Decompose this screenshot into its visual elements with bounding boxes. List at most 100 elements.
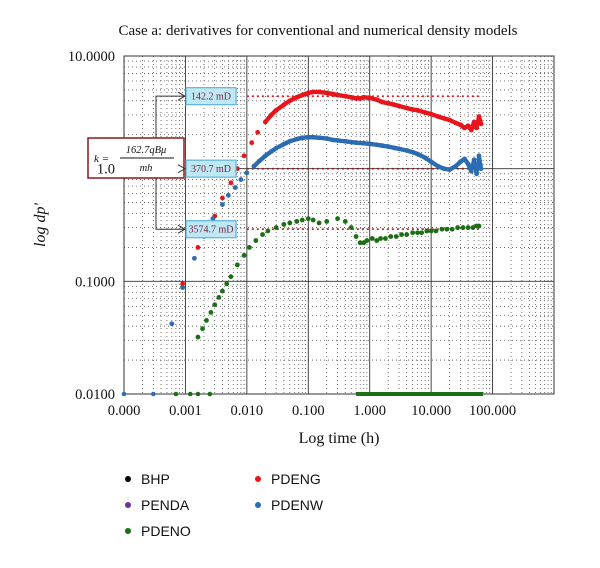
axis-data-point xyxy=(151,391,156,397)
data-point-pdeno xyxy=(455,225,461,230)
data-point-pdeno xyxy=(476,223,482,229)
data-point-pdeno xyxy=(253,238,259,243)
data-point-pdeno xyxy=(287,220,293,226)
bracket-top xyxy=(155,95,184,138)
legend-label-pdeno: PDENO xyxy=(141,523,191,539)
data-point-pdenw xyxy=(225,192,231,198)
arrow-head xyxy=(177,164,187,174)
legend-label-pdenw: PDENW xyxy=(271,497,324,513)
legend-marker-pdeno xyxy=(125,528,131,534)
data-point-pdeno xyxy=(220,288,225,294)
data-point-pdeno xyxy=(335,216,340,222)
data-point-pdeno xyxy=(369,236,375,241)
data-point-pdeno xyxy=(388,234,394,239)
data-point-pdenw xyxy=(220,202,225,207)
y-tick-label: 0.0100 xyxy=(75,387,115,403)
data-point-pdeno xyxy=(357,240,363,246)
formula-numerator: 162.7qBμ xyxy=(126,145,167,156)
annotation-label: 370.7 mD xyxy=(191,164,231,175)
axis-data-point xyxy=(187,391,193,397)
data-point-pdeng xyxy=(220,195,225,201)
x-tick-label: 1.000 xyxy=(353,403,386,419)
x-tick-label: 100.000 xyxy=(469,403,516,419)
axis-data-point xyxy=(207,391,213,397)
arrow-head xyxy=(177,224,187,234)
data-point-pdeno xyxy=(316,220,322,226)
data-point-pdeno xyxy=(444,226,450,232)
chart-title: Case a: derivatives for conventional and… xyxy=(118,23,517,39)
x-axis-label: Log time (h) xyxy=(299,430,380,447)
legend-label-penda: PENDA xyxy=(141,497,190,513)
data-point-pdeno xyxy=(265,228,271,234)
y-axis-label: log dp' xyxy=(32,202,49,246)
data-point-pdeng xyxy=(195,245,201,250)
y-tick-label: 10.0000 xyxy=(68,49,115,65)
legend-label-pdeng: PDENG xyxy=(271,471,321,487)
data-point-pdeno xyxy=(234,262,240,268)
data-point-pdeno xyxy=(241,252,247,258)
annotation-label: 3574.7 mD xyxy=(189,225,234,236)
data-point-pdeno xyxy=(342,219,348,224)
formula-denominator: mh xyxy=(140,163,153,174)
data-point-pdeno xyxy=(212,302,218,308)
data-point-pdeno xyxy=(374,238,380,243)
minor-grid xyxy=(124,56,554,394)
bracket-bottom xyxy=(155,178,184,230)
data-point-pdenw xyxy=(478,163,483,169)
data-point-pdeno xyxy=(399,232,404,237)
data-point-pdeno xyxy=(439,226,445,232)
y-tick-labels: 0.0100 0.1000 1.0 10.0000 xyxy=(68,49,115,403)
data-point-pdenw xyxy=(244,170,250,176)
data-point-pdeno xyxy=(195,334,201,340)
data-point-pdeno xyxy=(348,225,354,230)
legend-marker-pdenw xyxy=(255,502,261,508)
legend-marker-bhp xyxy=(125,476,131,482)
arrow-head xyxy=(177,91,187,101)
x-tick-labels: 0.000 0.001 0.010 0.100 1.000 10.000 100.000 xyxy=(108,403,516,419)
data-point-pdeng xyxy=(180,281,186,287)
data-point-pdenw xyxy=(210,216,216,222)
data-point-pdeno xyxy=(260,232,265,237)
data-point-pdeno xyxy=(410,230,416,236)
data-point-pdeng xyxy=(241,153,247,159)
axis-data-band xyxy=(356,392,484,396)
data-point-pdeno xyxy=(305,216,311,222)
data-point-pdeno xyxy=(433,228,439,234)
data-point-pdeno xyxy=(281,222,287,227)
formula-lhs: k = xyxy=(94,153,109,165)
data-point-pdeno xyxy=(393,234,399,239)
legend-marker-pdeng xyxy=(255,476,261,482)
data-point-pdenw xyxy=(192,255,197,261)
x-tick-label: 0.100 xyxy=(292,403,325,419)
data-point-pdeng xyxy=(478,120,483,125)
data-point-pdenw xyxy=(238,177,244,182)
x-tick-label: 0.010 xyxy=(231,403,264,419)
annotation-boxes: 142.2 mD 370.7 mD 3574.7 mD xyxy=(185,87,237,239)
axis-data-point xyxy=(121,391,127,397)
x-tick-label: 0.000 xyxy=(108,403,141,419)
y-tick-label: 1.0 xyxy=(97,162,115,178)
data-point-pdeno xyxy=(324,219,330,224)
data-point-pdeno xyxy=(460,225,466,230)
data-point-pdenw xyxy=(474,168,480,173)
y-tick-label: 0.1000 xyxy=(75,274,115,290)
data-point-pdeno xyxy=(208,309,214,315)
data-point-pdeno xyxy=(246,245,252,250)
formula-box: k = 162.7qBμ mh xyxy=(87,91,187,234)
data-point-pdeno xyxy=(228,274,234,280)
data-point-pdeno xyxy=(382,236,388,241)
data-point-pdenw xyxy=(180,285,186,290)
legend-marker-penda xyxy=(125,502,131,508)
data-point-pdeno xyxy=(465,225,471,230)
data-point-pdeng xyxy=(249,140,255,146)
data-point-pdeno xyxy=(216,295,222,300)
data-point-pdeno xyxy=(424,228,430,234)
axis-data-point xyxy=(195,391,201,397)
data-point-pdeno xyxy=(204,318,209,323)
data-point-pdeno xyxy=(404,232,410,237)
annotation-label: 142.2 mD xyxy=(191,92,231,103)
data-point-pdeno xyxy=(364,238,370,243)
data-point-pdeno xyxy=(273,225,279,230)
legend-label-bhp: BHP xyxy=(141,471,170,487)
data-point-pdeno xyxy=(419,230,425,236)
